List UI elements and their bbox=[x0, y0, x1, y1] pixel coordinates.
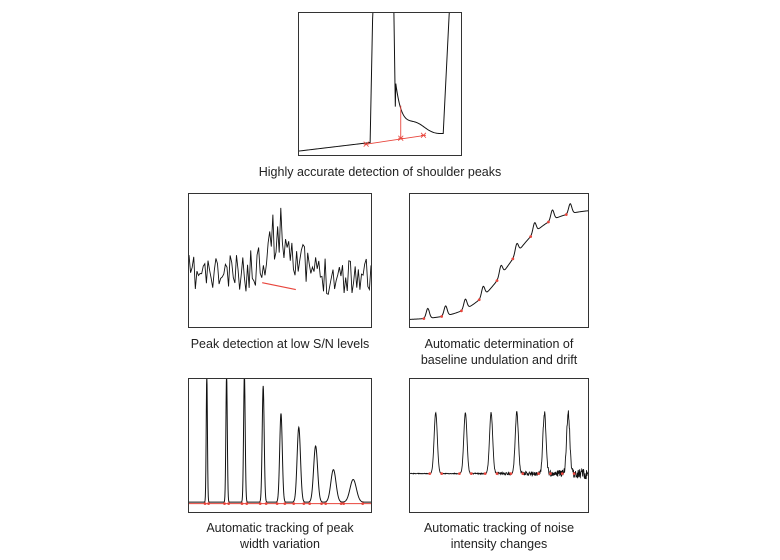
peak-end-marker bbox=[420, 132, 427, 139]
peak-width-start-marker-6 bbox=[292, 502, 296, 506]
baseline-drift-marker-1 bbox=[422, 317, 426, 320]
noise-intensity-markers bbox=[428, 472, 576, 475]
baseline-drift-trace bbox=[410, 203, 588, 320]
peak-width-end-marker-4 bbox=[264, 502, 268, 506]
peak-width-start-marker-7 bbox=[308, 502, 312, 506]
noise-intensity-plot bbox=[410, 410, 588, 480]
baseline-drift-marker-9 bbox=[564, 213, 568, 216]
peak-width-start-marker-1 bbox=[203, 502, 207, 506]
shoulder-peak-caption: Highly accurate detection of shoulder pe… bbox=[258, 165, 502, 179]
noise-end-marker-5 bbox=[549, 472, 552, 475]
noise-intensity-trace bbox=[410, 410, 588, 480]
baseline-drift-caption-line-2: baseline undulation and drift bbox=[420, 353, 578, 367]
shoulder-baseline-line bbox=[366, 134, 426, 145]
noise-start-marker-2 bbox=[458, 472, 461, 475]
shoulder-peak-markers bbox=[363, 105, 427, 147]
low-sn-markers bbox=[262, 282, 296, 291]
baseline-drift-panel bbox=[409, 193, 589, 328]
baseline-drift-caption: Automatic determination of baseline undu… bbox=[379, 336, 619, 368]
baseline-drift-marker-4 bbox=[477, 298, 481, 302]
peak-width-start-marker-2 bbox=[223, 502, 226, 506]
peak-width-end-marker-8 bbox=[339, 502, 343, 506]
shoulder-split-marker bbox=[397, 135, 404, 141]
baseline-drift-marker-6 bbox=[511, 257, 515, 261]
baseline-drift-marker-8 bbox=[547, 220, 550, 224]
peak-width-end-marker-9 bbox=[361, 502, 365, 506]
peak-width-plot bbox=[189, 379, 371, 506]
peak-width-end-marker-5 bbox=[283, 502, 287, 506]
peak-width-end-marker-2 bbox=[227, 502, 231, 506]
noise-end-marker-2 bbox=[469, 472, 473, 475]
peak-width-end-marker-3 bbox=[245, 502, 249, 506]
peak-width-markers bbox=[189, 502, 371, 506]
peak-start-marker bbox=[363, 141, 369, 147]
baseline-drift-markers bbox=[422, 213, 568, 320]
noise-end-marker-4 bbox=[521, 472, 525, 475]
low-sn-trace bbox=[189, 207, 371, 295]
peak-width-start-marker-3 bbox=[240, 502, 244, 506]
noise-start-marker-5 bbox=[537, 472, 540, 475]
peak-width-end-marker-7 bbox=[320, 502, 323, 506]
peak-width-start-marker-4 bbox=[258, 502, 262, 506]
noise-end-marker-1 bbox=[440, 472, 444, 475]
peak-width-caption-line-2: width variation bbox=[240, 537, 320, 551]
baseline-drift-marker-2 bbox=[440, 315, 444, 318]
noise-start-marker-1 bbox=[428, 472, 432, 475]
low-sn-baseline-line bbox=[262, 282, 296, 291]
noise-start-marker-4 bbox=[509, 472, 513, 475]
peak-width-caption: Automatic tracking of peak width variati… bbox=[150, 520, 410, 552]
noise-intensity-panel bbox=[409, 378, 589, 513]
low-sn-caption: Peak detection at low S/N levels bbox=[190, 337, 370, 351]
peak-width-start-marker-8 bbox=[324, 502, 328, 506]
shoulder-peak-trace bbox=[299, 13, 450, 152]
peak-width-panel bbox=[188, 378, 372, 513]
low-sn-panel bbox=[188, 193, 372, 328]
shoulder-peak-plot bbox=[299, 13, 450, 152]
noise-intensity-caption-line-1: Automatic tracking of noise bbox=[423, 521, 575, 535]
noise-end-marker-3 bbox=[495, 472, 499, 475]
baseline-drift-marker-5 bbox=[495, 279, 499, 283]
noise-intensity-caption-line-2: intensity changes bbox=[450, 537, 548, 551]
noise-start-marker-6 bbox=[560, 472, 564, 475]
noise-intensity-caption: Automatic tracking of noise intensity ch… bbox=[379, 520, 619, 552]
peak-width-caption-line-1: Automatic tracking of peak bbox=[206, 521, 354, 535]
peak-width-end-marker-6 bbox=[302, 502, 306, 506]
baseline-drift-plot bbox=[410, 203, 588, 320]
peak-width-end-marker-1 bbox=[207, 502, 210, 506]
peak-width-trace bbox=[189, 379, 371, 503]
baseline-drift-caption-line-1: Automatic determination of bbox=[424, 337, 574, 351]
baseline-drift-marker-3 bbox=[460, 309, 463, 313]
low-sn-plot bbox=[189, 207, 371, 295]
shoulder-peak-panel bbox=[298, 12, 462, 156]
noise-start-marker-3 bbox=[483, 472, 487, 475]
peak-width-start-marker-5 bbox=[275, 502, 279, 506]
baseline-drift-marker-7 bbox=[529, 235, 533, 238]
peak-width-start-marker-9 bbox=[342, 502, 346, 506]
noise-end-marker-6 bbox=[572, 472, 576, 475]
